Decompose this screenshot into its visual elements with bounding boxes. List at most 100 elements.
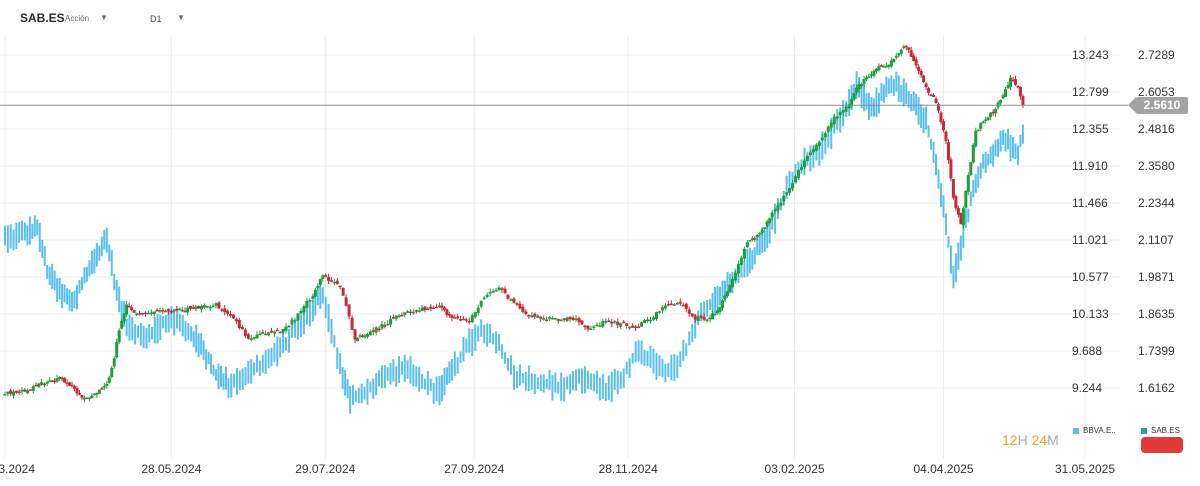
candle-down [229,313,233,316]
compare-bar [105,227,108,253]
compare-bar [424,378,426,390]
compare-bar [507,357,510,371]
compare-bar [190,326,193,342]
candle-up [628,326,632,329]
compare-bar [892,79,895,96]
compare-bar [619,371,622,389]
candle-down [217,302,221,309]
compare-bar [604,382,607,401]
compare-bar [815,148,818,161]
candle-up [887,65,891,67]
candle-down [681,304,685,307]
compare-bar [724,280,726,302]
compare-bar [296,318,299,340]
compare-bar [151,327,154,340]
candle-up [125,304,129,315]
candle-down [912,55,916,62]
legend-item-sab[interactable]: SAB.ES [1141,426,1180,435]
candle-down [371,330,375,332]
symbol-selector[interactable]: SAB.ES [20,11,65,25]
compare-bar [625,361,628,375]
compare-bar [403,354,406,382]
x-tick-label: 03.02.2025 [764,462,825,476]
compare-bar [865,93,868,110]
compare-bar [634,341,637,362]
candle-up [530,315,534,317]
candle-up [411,311,415,314]
compare-bar [21,220,24,241]
compare-bar [512,365,515,390]
compare-bar [406,360,409,379]
candle-down [361,335,365,338]
candle-up [619,323,623,327]
y-tick-label-right: 2.2344 [1138,195,1175,210]
candle-down [429,306,433,309]
compare-bar [646,350,649,367]
candle-up [158,310,162,312]
compare-bar [607,375,610,400]
countdown-hours: 12 [1002,432,1018,448]
compare-bar [1004,132,1007,152]
candle-up [696,316,700,321]
compare-bar [276,336,279,367]
compare-bar [53,270,56,291]
compare-bar [709,299,712,310]
legend-item-bbva[interactable]: BBVA.E.. [1073,426,1116,435]
compare-bar [932,141,935,163]
compare-bar [601,373,604,400]
compare-bar [1019,134,1022,148]
candle-up [823,133,827,138]
series-color-badge[interactable] [1141,437,1183,453]
candle-up [479,300,483,307]
compare-bar [409,356,412,384]
compare-bar [771,212,774,230]
y-tick-label-right: 2.4816 [1138,122,1175,136]
candle-up [711,313,715,320]
compare-bar [794,164,797,185]
compare-bar [631,353,634,364]
compare-bar [426,370,429,395]
compare-bar [56,278,59,302]
compare-bar [673,354,676,382]
compare-bar [860,84,863,109]
caret-down-icon[interactable]: ▼ [100,13,108,22]
candle-down [73,386,77,389]
compare-bar [518,364,521,386]
candle-down [138,313,142,315]
compare-bar [748,247,751,274]
compare-bar [880,83,883,101]
compare-bar [984,151,987,174]
caret-down-icon[interactable]: ▼ [177,13,185,22]
candle-up [287,325,291,328]
candle-up [782,196,786,202]
y-tick-label-left: 11.021 [1072,233,1108,247]
compare-bar [578,368,581,384]
candle-down [577,318,581,323]
compare-bar [258,360,261,377]
candle-up [649,319,653,322]
candle-up [318,279,322,285]
compare-bar [93,248,96,274]
candle-down [338,285,342,288]
compare-bar [489,324,492,344]
x-tick-label: 22.03.2024 [0,462,36,476]
candle-down [261,332,265,334]
candle-up [776,205,780,211]
candle-up [966,175,970,192]
compare-bar [66,288,69,305]
compare-bar [694,314,697,339]
compare-bar [521,373,524,384]
candle-down [684,303,688,309]
compare-bar [761,227,764,254]
compare-bar [788,171,791,191]
compare-bar [83,267,86,284]
compare-bar [897,75,900,102]
timeframe-selector[interactable]: D1 [150,14,162,24]
candle-countdown: 12H 24M [1002,432,1059,448]
candle-up [999,99,1003,104]
candle-up [20,389,24,392]
compare-bar [949,245,952,274]
candle-down [622,321,626,324]
candle-down [922,75,926,83]
